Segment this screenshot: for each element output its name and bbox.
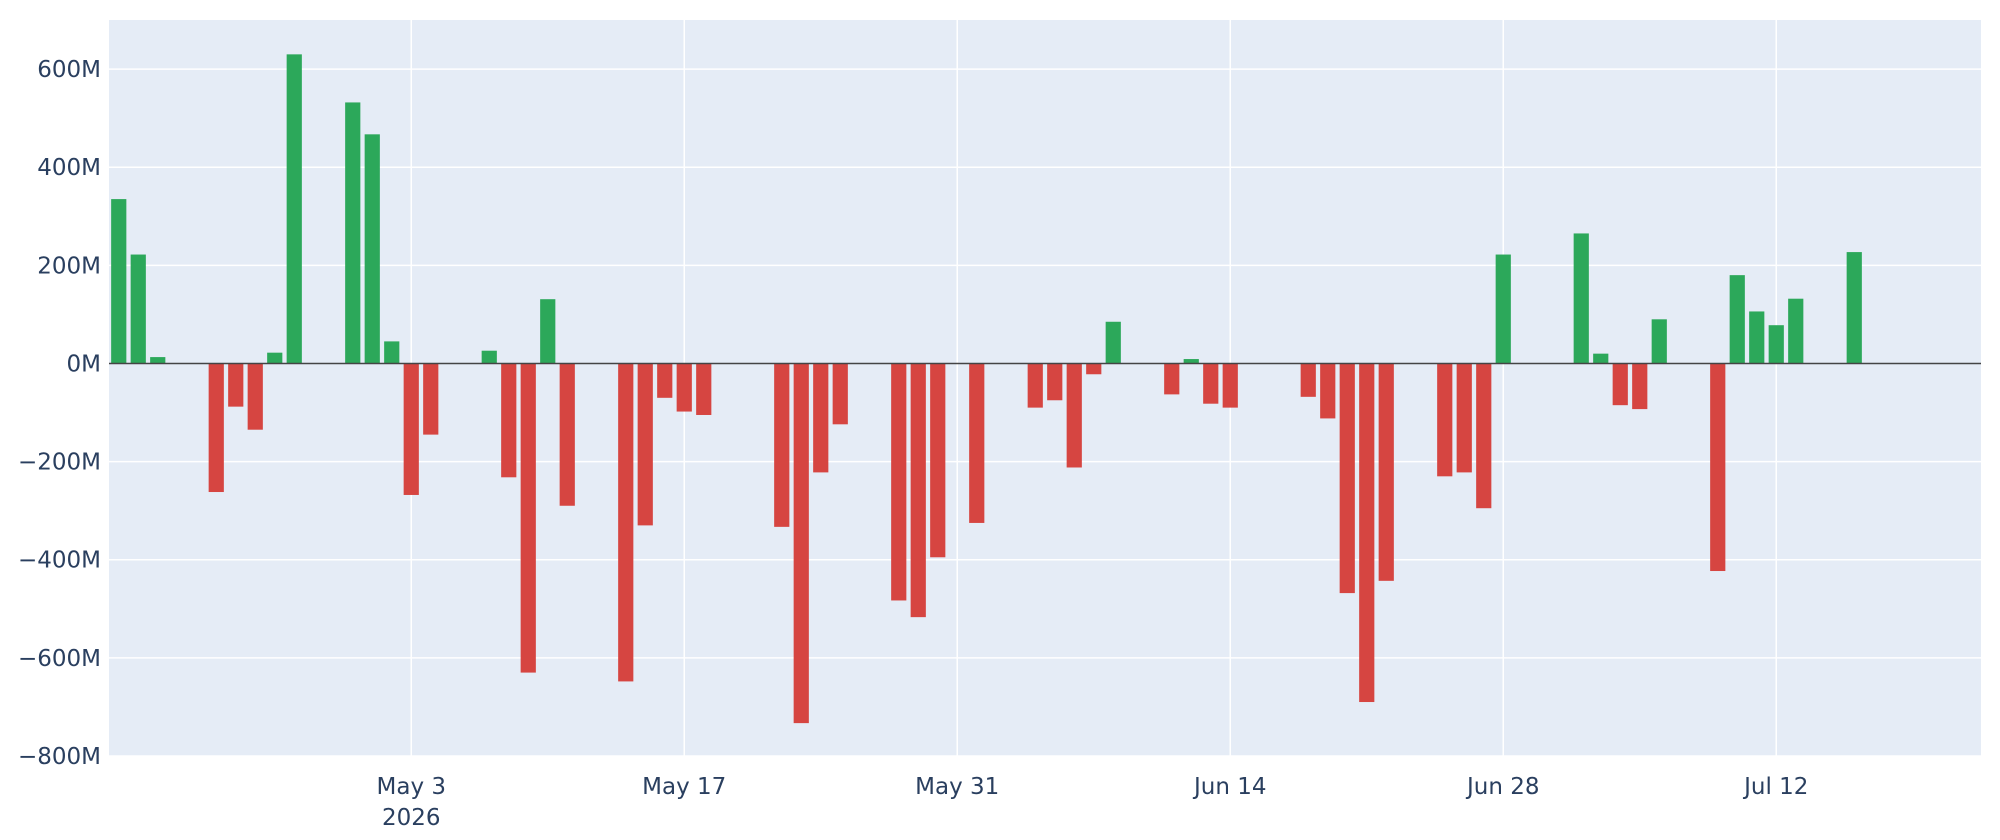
- bar-negative: [637, 363, 653, 526]
- bar-negative: [1378, 363, 1394, 581]
- plot-background: [109, 20, 1981, 756]
- bar-positive: [1768, 325, 1784, 364]
- bar-negative: [520, 363, 536, 673]
- bar-negative: [618, 363, 634, 682]
- x-tick-label: Jun 14: [1192, 774, 1267, 800]
- bar-positive: [345, 102, 361, 364]
- bar-negative: [228, 363, 244, 407]
- x-tick-label: May 3: [377, 774, 447, 800]
- bar-negative: [403, 363, 419, 495]
- bar-positive: [364, 134, 380, 364]
- bar-negative: [657, 363, 673, 398]
- bar-negative: [891, 363, 907, 601]
- bar-negative: [1066, 363, 1082, 468]
- y-axis: 600M 400M 200M 0M −200M −400M −600M −800M: [18, 57, 101, 770]
- bar-negative: [1437, 363, 1453, 477]
- y-tick-label: 400M: [37, 155, 101, 181]
- bar-positive: [1573, 233, 1589, 364]
- bar-negative: [1222, 363, 1238, 408]
- bar-negative: [1359, 363, 1375, 703]
- bar-negative: [774, 363, 790, 527]
- bar-negative: [969, 363, 985, 523]
- gridlines: [109, 20, 1981, 757]
- bar-negative: [696, 363, 712, 415]
- bar-positive: [1749, 311, 1765, 364]
- bar-positive: [384, 341, 400, 364]
- bar-negative: [1612, 363, 1628, 406]
- bar-negative: [1320, 363, 1336, 419]
- bar-negative: [1027, 363, 1043, 408]
- bar-negative: [1632, 363, 1648, 410]
- bar-positive: [1788, 298, 1804, 364]
- bar-negative: [1164, 363, 1180, 395]
- y-tick-label: −400M: [18, 548, 101, 574]
- bar-negative: [1086, 363, 1102, 375]
- bar-positive: [481, 350, 497, 364]
- bar-negative: [813, 363, 829, 473]
- bar-negative: [1047, 363, 1063, 401]
- bar-positive: [130, 254, 146, 364]
- bar-negative: [423, 363, 439, 435]
- y-tick-label: −600M: [18, 646, 101, 672]
- bar-negative: [1300, 363, 1316, 397]
- bar-negative: [1710, 363, 1726, 572]
- bar-negative: [559, 363, 575, 506]
- bar-negative: [1476, 363, 1492, 509]
- y-tick-label: 600M: [37, 57, 101, 83]
- bar-negative: [793, 363, 809, 724]
- bar-positive: [1105, 321, 1121, 364]
- y-tick-label: −200M: [18, 450, 101, 476]
- x-axis: May 3 2026 May 17 May 31 Jun 14 Jun 28 Jul 12: [377, 774, 1809, 831]
- bar-negative: [1339, 363, 1355, 594]
- bar-negative: [247, 363, 263, 430]
- x-tick-label: May 17: [642, 774, 726, 800]
- bar-positive: [286, 54, 302, 364]
- x-tick-year-label: 2026: [382, 805, 441, 831]
- bar-negative: [1456, 363, 1472, 473]
- x-tick-label: Jun 28: [1465, 774, 1540, 800]
- bar-negative: [930, 363, 946, 558]
- bar-negative: [910, 363, 926, 618]
- bar-positive: [1495, 254, 1511, 364]
- bar-positive: [150, 357, 166, 364]
- y-tick-label: −800M: [18, 744, 101, 770]
- bar-negative: [501, 363, 517, 478]
- bar-negative: [208, 363, 224, 493]
- bar-positive: [267, 352, 283, 364]
- bars: [111, 54, 1862, 724]
- y-tick-label: 200M: [37, 253, 101, 279]
- bar-negative: [832, 363, 848, 425]
- bar-positive: [1729, 275, 1745, 364]
- bar-positive: [1593, 353, 1609, 364]
- bar-positive: [1183, 359, 1199, 364]
- x-tick-label: May 31: [915, 774, 999, 800]
- bar-positive: [540, 299, 556, 364]
- bar-negative: [1203, 363, 1219, 404]
- bar-positive: [1651, 319, 1667, 364]
- x-tick-label: Jul 12: [1742, 774, 1808, 800]
- bar-negative: [676, 363, 692, 412]
- y-tick-label: 0M: [67, 351, 101, 377]
- bar-positive: [1846, 252, 1862, 364]
- bar-positive: [111, 199, 127, 364]
